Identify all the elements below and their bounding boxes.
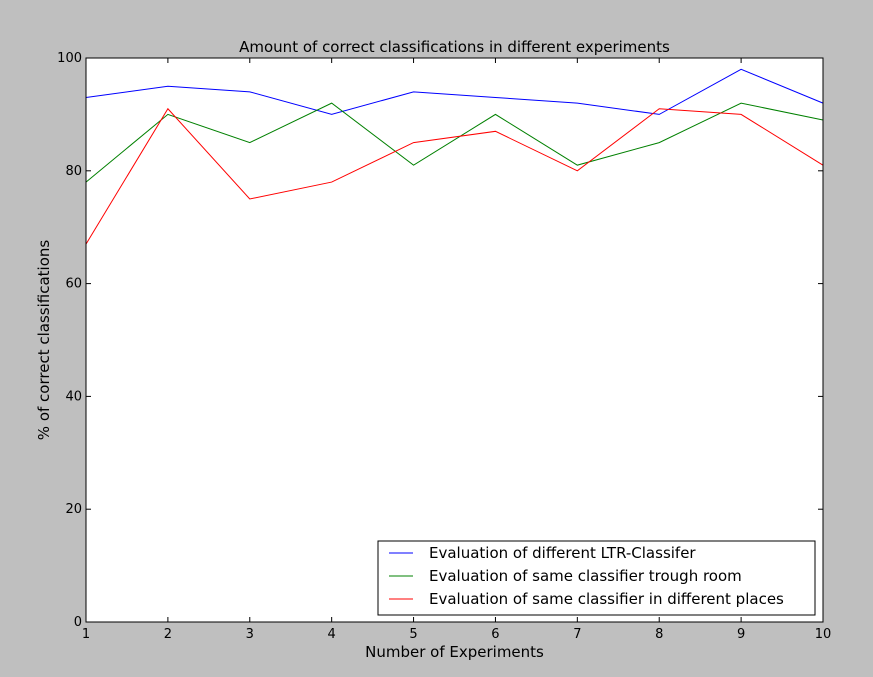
x-tick-label: 8 xyxy=(655,627,663,642)
data-point-s1-8 xyxy=(658,113,661,116)
data-point-s1-5 xyxy=(412,90,415,93)
legend-label-1: Evaluation of different LTR-Classifer xyxy=(429,544,696,562)
y-tick-label: 80 xyxy=(65,164,82,179)
legend-label-2: Evaluation of same classifier trough roo… xyxy=(429,567,742,585)
data-point-s1-9 xyxy=(740,68,743,71)
legend-label-3: Evaluation of same classifier in differe… xyxy=(429,590,784,608)
data-point-s2-5 xyxy=(412,164,415,167)
y-tick-label: 60 xyxy=(65,277,82,292)
data-point-s2-6 xyxy=(494,113,497,116)
x-tick-label: 2 xyxy=(164,627,172,642)
series-line-1 xyxy=(85,68,824,115)
x-tick-label: 3 xyxy=(246,627,254,642)
data-point-s1-7 xyxy=(576,102,579,105)
x-tick-label: 6 xyxy=(491,627,499,642)
data-point-s2-8 xyxy=(658,141,661,144)
x-tick-label: 1 xyxy=(82,627,90,642)
x-axis-label: Number of Experiments xyxy=(365,643,544,661)
x-tick-label: 10 xyxy=(815,627,832,642)
data-point-s3-9 xyxy=(740,113,743,116)
data-point-s2-2 xyxy=(166,113,169,116)
y-tick-label: 100 xyxy=(57,51,82,66)
data-point-s3-5 xyxy=(412,141,415,144)
y-axis-label: % of correct classifications xyxy=(35,240,53,441)
plot-frame xyxy=(85,57,824,623)
plot-area xyxy=(86,58,823,622)
x-tick-label: 9 xyxy=(737,627,745,642)
legend: Evaluation of different LTR-Classifer Eva… xyxy=(377,540,816,616)
x-tick-label: 4 xyxy=(328,627,336,642)
data-point-s1-4 xyxy=(330,113,333,116)
data-point-s2-9 xyxy=(740,102,743,105)
data-point-s2-4 xyxy=(330,102,333,105)
y-tick-label: 0 xyxy=(74,615,82,630)
legend-box xyxy=(377,540,816,616)
chart-title: Amount of correct classifications in dif… xyxy=(239,38,670,56)
y-tick-label: 20 xyxy=(65,502,82,517)
series-line-2 xyxy=(85,102,824,183)
data-point-s2-3 xyxy=(248,141,251,144)
data-point-s3-7 xyxy=(576,169,579,172)
data-point-s2-7 xyxy=(576,164,579,167)
y-tick-label: 40 xyxy=(65,389,82,404)
data-point-s3-6 xyxy=(494,130,497,133)
data-point-s3-2 xyxy=(166,107,169,110)
data-point-s1-6 xyxy=(494,96,497,99)
data-point-s3-3 xyxy=(248,198,251,201)
series-layer xyxy=(85,68,824,245)
data-point-s3-8 xyxy=(658,107,661,110)
x-tick-label: 7 xyxy=(573,627,581,642)
x-tick-label: 5 xyxy=(409,627,417,642)
data-point-s1-3 xyxy=(248,90,251,93)
data-point-s1-2 xyxy=(166,85,169,88)
series-line-3 xyxy=(85,107,824,245)
data-point-s3-4 xyxy=(330,181,333,184)
